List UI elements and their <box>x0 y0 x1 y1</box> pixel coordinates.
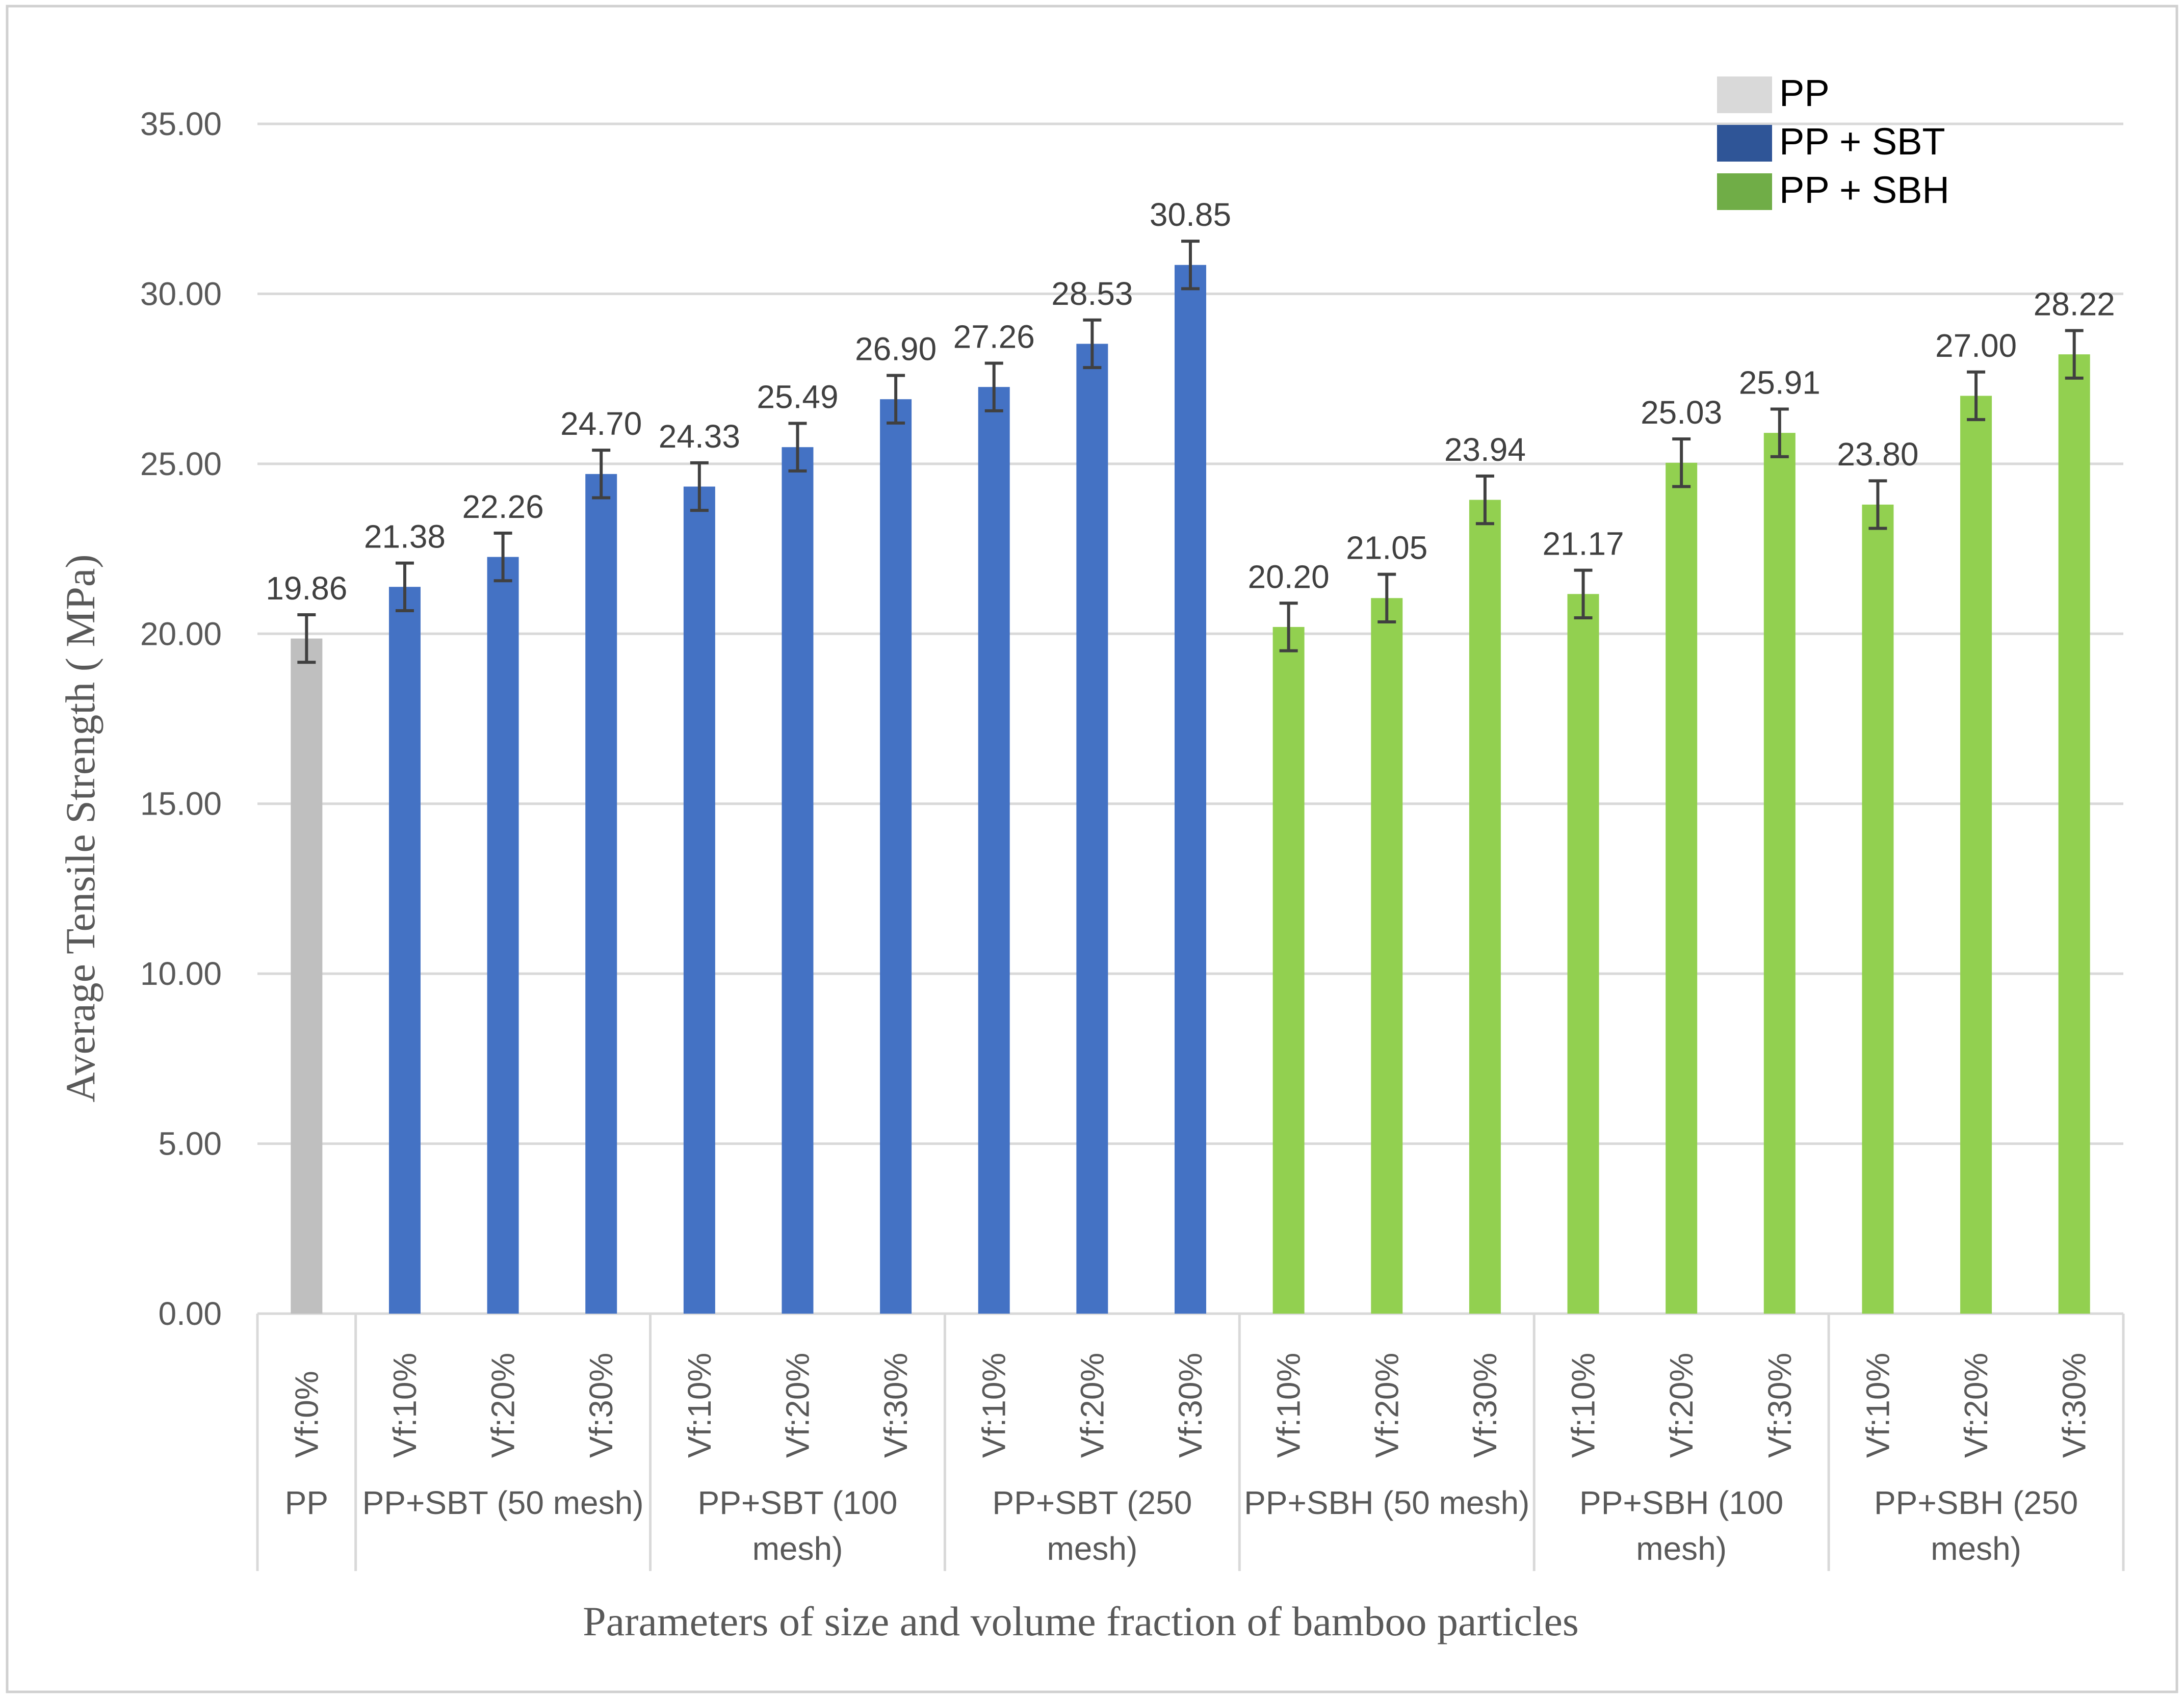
bars <box>291 240 2090 1314</box>
data-label: 27.00 <box>1935 327 2017 364</box>
data-label: 23.80 <box>1837 436 1918 473</box>
y-tick-label: 30.00 <box>140 275 222 312</box>
x-tick-label: Vf:20% <box>1368 1353 1405 1458</box>
group-label: PP <box>285 1484 328 1521</box>
bar <box>291 638 323 1314</box>
x-tick-label: Vf:20% <box>1958 1353 1994 1458</box>
x-tick-label: Vf:10% <box>386 1353 423 1458</box>
bar <box>487 557 519 1314</box>
bar <box>1862 504 1894 1314</box>
labels: 19.86 Vf:0% 21.38 Vf:10% 22.26 Vf:20% 24.70 Vf:… <box>266 196 2115 1567</box>
data-label: 27.26 <box>953 318 1035 355</box>
x-tick-label: Vf:30% <box>1172 1353 1209 1458</box>
legend-label: PP <box>1779 72 1830 114</box>
data-label: 25.03 <box>1641 394 1722 431</box>
group-label: PP+SBH (250 <box>1874 1484 2078 1521</box>
bar <box>1567 594 1599 1314</box>
x-tick-label: Vf:30% <box>2056 1353 2093 1458</box>
y-tick-label: 0.00 <box>158 1295 222 1332</box>
bar <box>1666 462 1698 1314</box>
group-label: PP+SBT (250 <box>992 1484 1192 1521</box>
bar <box>585 474 617 1314</box>
data-label: 25.91 <box>1739 364 1821 401</box>
x-tick-label: Vf:30% <box>877 1353 914 1458</box>
bar <box>1272 626 1305 1314</box>
data-label: 25.49 <box>757 379 838 415</box>
legend-label: PP + SBT <box>1779 120 1945 163</box>
data-label: 21.17 <box>1542 526 1624 562</box>
bar <box>880 399 912 1314</box>
data-label: 28.53 <box>1051 275 1133 312</box>
y-tick-label: 20.00 <box>140 615 222 652</box>
group-label: mesh) <box>1047 1530 1137 1567</box>
y-tick-label: 25.00 <box>140 446 222 482</box>
legend-swatch <box>1717 173 1772 210</box>
data-label: 28.22 <box>2034 285 2115 322</box>
data-label: 22.26 <box>462 488 544 525</box>
x-tick-label: Vf:30% <box>583 1353 619 1458</box>
x-tick-label: Vf:10% <box>681 1353 718 1458</box>
bar <box>1175 265 1206 1314</box>
data-label: 23.94 <box>1444 431 1526 468</box>
data-label: 19.86 <box>266 570 347 607</box>
x-tick-label: Vf:30% <box>1467 1353 1503 1458</box>
x-tick-label: Vf:10% <box>1859 1353 1896 1458</box>
bar <box>1469 500 1501 1314</box>
x-tick-label: Vf:20% <box>1663 1353 1700 1458</box>
x-tick-label: Vf:10% <box>1565 1353 1602 1458</box>
x-tick-label: Vf:20% <box>1074 1353 1110 1458</box>
y-tick-label: 5.00 <box>158 1126 222 1162</box>
x-tick-label: Vf:20% <box>779 1353 816 1458</box>
bar <box>2058 354 2090 1314</box>
legend: PP PP + SBT PP + SBH <box>1717 72 1949 211</box>
y-axis-title: Average Tensile Strength ( MPa) <box>57 554 103 1102</box>
group-label: PP+SBT (100 <box>698 1484 898 1521</box>
x-tick-label: Vf:10% <box>976 1353 1012 1458</box>
data-label: 20.20 <box>1248 558 1330 595</box>
bar <box>978 387 1010 1314</box>
y-tick-label: 15.00 <box>140 786 222 822</box>
bar <box>388 587 421 1314</box>
legend-label: PP + SBH <box>1779 169 1949 211</box>
x-axis-title: Parameters of size and volume fraction o… <box>583 1598 1579 1644</box>
data-label: 30.85 <box>1150 196 1231 233</box>
data-label: 21.38 <box>364 518 446 555</box>
bar <box>1076 344 1108 1314</box>
x-tick-label: Vf:0% <box>288 1371 325 1458</box>
group-label: PP+SBH (100 <box>1579 1484 1783 1521</box>
bar <box>1763 433 1796 1314</box>
bar <box>782 447 814 1314</box>
data-label: 24.70 <box>560 405 642 442</box>
bar <box>683 486 715 1314</box>
group-label: mesh) <box>1931 1530 2021 1567</box>
group-label: mesh) <box>1636 1530 1727 1567</box>
data-label: 26.90 <box>855 330 937 367</box>
group-label: PP+SBT (50 mesh) <box>362 1484 644 1521</box>
legend-swatch <box>1717 76 1772 113</box>
x-tick-label: Vf:30% <box>1761 1353 1798 1458</box>
y-tick-label: 10.00 <box>140 955 222 992</box>
legend-swatch <box>1717 125 1772 162</box>
y-tick-label: 35.00 <box>140 106 222 142</box>
chart-border <box>6 5 2178 1693</box>
data-label: 21.05 <box>1346 530 1427 566</box>
x-tick-label: Vf:10% <box>1270 1353 1307 1458</box>
axes: 0.00 5.00 10.00 15.00 20.00 25.00 30.00 35.00 <box>140 106 2125 1571</box>
bar <box>1960 396 1992 1314</box>
bar <box>1371 598 1403 1314</box>
group-label: PP+SBH (50 mesh) <box>1244 1484 1529 1521</box>
x-tick-label: Vf:20% <box>485 1353 522 1458</box>
data-label: 24.33 <box>659 418 740 455</box>
group-label: mesh) <box>752 1530 843 1567</box>
